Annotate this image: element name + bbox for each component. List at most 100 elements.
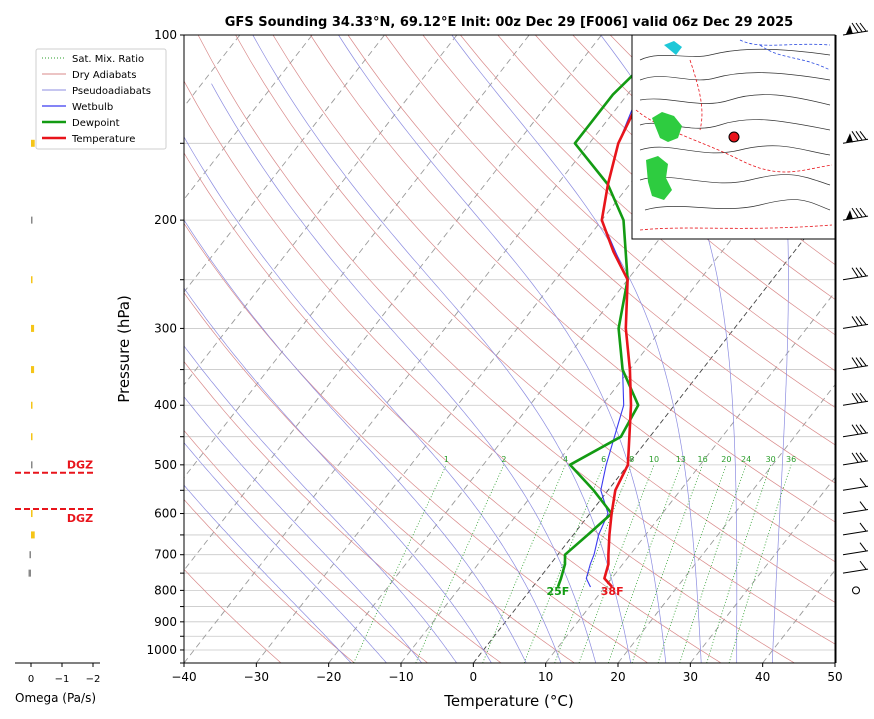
x-axis-label: Temperature (°C) (443, 692, 573, 710)
wind-barb (842, 501, 869, 515)
omega-bar (31, 276, 33, 284)
wind-barb (842, 452, 869, 466)
mixing-ratio-line (706, 464, 772, 663)
isotherm-line (834, 662, 835, 663)
mixing-ratio-line (631, 464, 703, 663)
dry-adiabat (422, 35, 835, 408)
x-tick-label: 50 (827, 670, 842, 684)
profile-lines: 38F 25F (546, 35, 679, 598)
mixing-ratio-line (728, 464, 792, 663)
wind-barb-calm (852, 586, 860, 595)
dry-adiabat (184, 292, 575, 663)
omega-bar (29, 551, 31, 559)
mixing-ratio-label: 8 (629, 455, 634, 464)
wind-barb (842, 316, 869, 329)
mixing-ratio-line (657, 464, 727, 663)
mixing-ratio-label: 20 (721, 455, 731, 464)
isotherm-line (184, 35, 313, 201)
dgz-label: DGZ (67, 512, 93, 525)
pseudoadiabat (410, 649, 422, 663)
omega-label: Omega (Pa/s) (15, 691, 96, 705)
pseudoadiabat (184, 219, 521, 651)
x-tick-label: 0 (470, 670, 478, 684)
pseudoadiabat (519, 649, 527, 663)
y-tick-label: 400 (154, 398, 177, 412)
pseudoadiabat (627, 649, 632, 663)
legend-pseudoadiabats: Pseudoadiabats (72, 86, 151, 97)
mixing-ratio-label: 13 (676, 455, 686, 464)
y-tick-label: 1000 (146, 643, 177, 657)
pseudoadiabat (184, 287, 484, 651)
pseudoadiabat (555, 649, 562, 663)
dry-adiabat (347, 35, 835, 484)
omega-bar (31, 461, 33, 469)
pseudoadiabat (374, 649, 387, 663)
dry-adiabat (385, 35, 835, 446)
omega-tick-label: 0 (28, 674, 34, 685)
x-tick-label: 40 (755, 670, 770, 684)
y-tick-label: 900 (154, 615, 177, 629)
inset-map (631, 34, 836, 240)
pseudoadiabat (451, 35, 701, 651)
temperature-profile (600, 35, 679, 588)
dry-adiabat (310, 35, 835, 523)
wind-barb (842, 207, 869, 221)
wind-barb (842, 560, 869, 574)
omega-tick-label: −1 (55, 674, 70, 685)
wind-barb (842, 424, 869, 438)
isotherm-line (689, 476, 835, 663)
omega-bar (31, 531, 35, 539)
dry-adiabat (535, 35, 835, 300)
x-tick-label: 10 (538, 670, 553, 684)
pseudoadiabat (591, 649, 597, 663)
mixing-ratio-label: 36 (786, 455, 796, 464)
legend-sat-mix-ratio: Sat. Mix. Ratio (72, 54, 144, 65)
pseudoadiabat (184, 396, 412, 651)
y-axis-label: Pressure (hPa) (115, 295, 133, 403)
omega-panel: 0 −1 −2 DGZ DGZ Omega (Pa/s) (15, 139, 100, 705)
pseudoadiabat (447, 649, 457, 663)
dry-adiabat (497, 35, 835, 336)
wind-barb (842, 392, 869, 406)
isotherm-line (184, 35, 385, 293)
isotherm-line (184, 35, 675, 663)
x-tick-label: 30 (683, 670, 698, 684)
dry-adiabat (184, 498, 355, 663)
x-tick-label: −20 (316, 670, 341, 684)
pseudoadiabat (771, 650, 774, 663)
x-tick-label: −10 (388, 670, 413, 684)
x-tick-label: −30 (244, 670, 269, 684)
legend-dewpoint: Dewpoint (72, 118, 120, 129)
pseudoadiabat (184, 345, 448, 651)
axes: −40 −30 −20 −10 0 10 20 30 40 50 100 200 300 400 500 6… (115, 28, 843, 710)
y-tick-label: 100 (154, 28, 177, 42)
y-tick-label: 700 (154, 548, 177, 562)
isotherm-line (184, 35, 458, 386)
pseudoadiabat (663, 649, 667, 663)
wind-barb (842, 130, 869, 144)
legend-temperature: Temperature (71, 134, 135, 145)
mixing-ratio-line (523, 464, 605, 663)
wind-barb (842, 22, 869, 36)
mixing-ratio-label: 2 (501, 455, 506, 464)
y-tick-label: 200 (154, 213, 177, 227)
mixing-ratio-label: 30 (766, 455, 776, 464)
y-tick-label: 500 (154, 458, 177, 472)
y-tick-label: 300 (154, 321, 177, 335)
isotherm-line (0, 35, 23, 663)
pseudoadiabat (184, 484, 340, 651)
dry-adiabat (235, 35, 835, 603)
mixing-ratio-line (353, 464, 447, 663)
isotherm-line (184, 35, 602, 571)
wind-barb (842, 478, 869, 491)
mixing-ratio-label: 1 (444, 455, 449, 464)
omega-bar (28, 569, 31, 577)
pseudoadiabat (600, 35, 738, 650)
y-tick-label: 600 (154, 507, 177, 521)
dry-adiabat (184, 80, 795, 663)
pseudoadiabat (756, 35, 789, 651)
pseudoadiabat (483, 649, 492, 663)
pseudoadiabat (338, 35, 665, 651)
omega-bar (31, 216, 33, 224)
